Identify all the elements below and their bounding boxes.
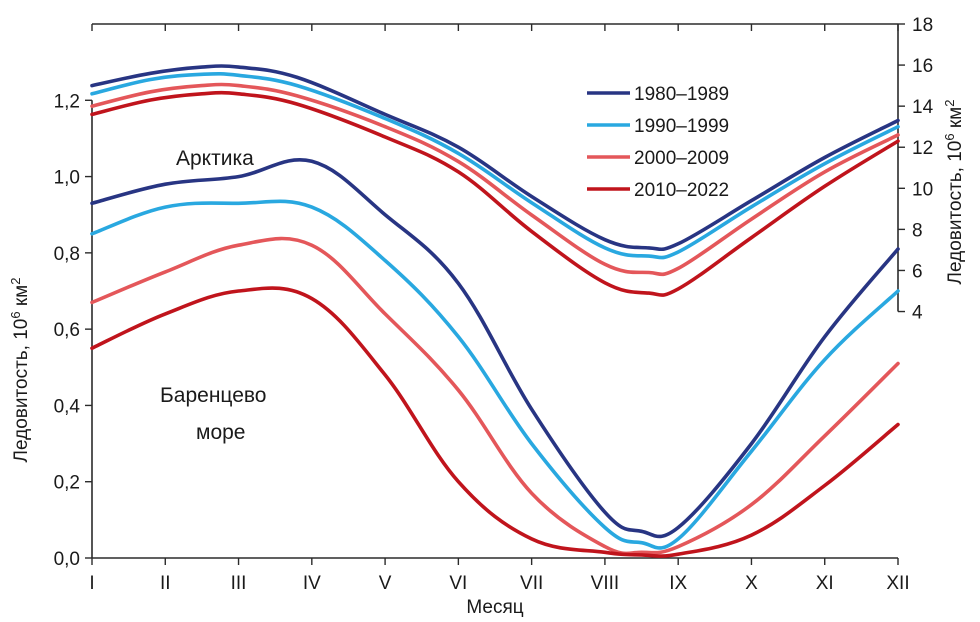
barents-series-line [90, 199, 900, 550]
right-y-tick-label: 18 [912, 15, 933, 36]
left-axis-title: Ледовитость, 106 км2 [8, 278, 32, 463]
x-tick-label: IV [303, 573, 321, 594]
x-tick-label: VII [520, 573, 543, 594]
left-y-tick-label: 1,0 [54, 168, 80, 189]
right-y-tick-label: 16 [912, 56, 933, 77]
arctic-series-line [90, 64, 900, 252]
left-y-tick-label: 0,6 [54, 320, 80, 341]
right-y-tick-label: 10 [912, 179, 933, 200]
region-label-barents-line1: Баренцево [160, 384, 267, 407]
x-tick-label: IX [669, 573, 687, 594]
legend-label: 1980–1989 [634, 84, 729, 105]
left-y-tick-label: 0,2 [54, 473, 80, 494]
left-y-tick-label: 0,0 [54, 549, 80, 570]
x-tick-label: II [160, 573, 171, 594]
right-y-tick-label: 6 [912, 261, 923, 282]
right-y-tick-label: 14 [912, 97, 934, 118]
right-y-tick-label: 12 [912, 138, 933, 159]
series-layer [90, 64, 900, 558]
arctic-series-line [90, 82, 900, 277]
x-tick-label: VI [449, 573, 467, 594]
right-axis-title: Ледовитость, 106 км2 [942, 100, 966, 285]
x-tick-label: VIII [591, 573, 620, 594]
x-tick-label: XI [816, 573, 834, 594]
right-y-tick-label: 8 [912, 220, 923, 241]
x-tick-label: V [379, 573, 392, 594]
legend-label: 1990–1999 [634, 116, 729, 137]
labels-layer: Арктика Баренцево море [160, 147, 267, 444]
arctic-series-line [90, 71, 900, 260]
x-tick-label: XII [886, 573, 909, 594]
legend-label: 2000–2009 [634, 148, 729, 169]
left-y-tick-label: 0,4 [54, 396, 81, 417]
left-y-tick-label: 1,2 [54, 91, 80, 112]
x-axis-title: Месяц [466, 597, 523, 618]
x-tick-label: X [745, 573, 758, 594]
left-y-tick-label: 0,8 [54, 244, 80, 265]
barents-series-line [90, 158, 900, 539]
barents-series-line [90, 236, 900, 556]
x-tick-label: III [231, 573, 247, 594]
legend: 1980–1989 1990–1999 2000–2009 2010–2022 [587, 84, 729, 201]
legend-label: 2010–2022 [634, 180, 729, 201]
region-label-arctic: Арктика [176, 147, 254, 170]
right-y-tick-label: 4 [912, 303, 923, 324]
region-label-barents-line2: море [196, 421, 245, 444]
x-tick-label: I [89, 573, 94, 594]
axes-layer: I II III IV V VI VII VIII IX X XI XIIМесяц0,00,20,4… [8, 15, 966, 618]
arctic-series-line [90, 90, 900, 297]
barents-series-line [90, 286, 900, 558]
